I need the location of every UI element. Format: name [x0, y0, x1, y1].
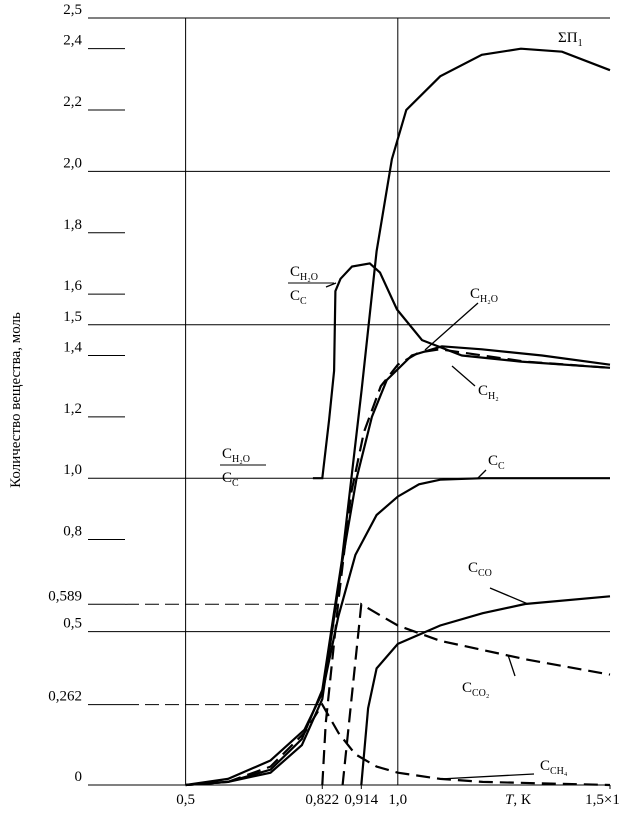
y-tick-label: 0,262 — [48, 689, 82, 705]
leader-line — [507, 654, 516, 677]
series-line — [185, 477, 610, 787]
series-line — [185, 702, 611, 787]
series-line — [321, 348, 611, 786]
series-line — [341, 602, 611, 786]
series-label-sub: C — [498, 461, 505, 472]
series-label-main: C — [462, 680, 472, 696]
series-line — [312, 262, 611, 480]
series-label-sub: H₂O — [480, 294, 498, 305]
x-tick-label: 1,5×100 — [585, 792, 619, 808]
series-label-text: CCH₄ — [540, 758, 568, 777]
y-tick-label: 1,4 — [63, 339, 82, 355]
series-line — [185, 345, 611, 787]
series-label: CC — [488, 453, 505, 472]
series-label-text: CCO₂ — [462, 680, 489, 699]
y-tick-label: 2,2 — [63, 94, 82, 110]
series-label-sub: CO₂ — [472, 688, 489, 699]
series-label-text: CH₂O — [470, 286, 498, 305]
y-tick-label: 2,0 — [63, 155, 82, 171]
y-tick-label: 2,5 — [63, 2, 82, 18]
y-tick-label: 0,8 — [63, 524, 82, 540]
series-label-text: CCO — [468, 560, 492, 579]
x-axis-label: T, К — [505, 792, 532, 808]
series-label-main: C — [290, 264, 300, 280]
series-label-text: CH₂O — [290, 264, 318, 283]
series-label-text: CH₂ — [478, 383, 499, 402]
y-tick-label: 1,5 — [63, 309, 82, 325]
series-label: CCO — [468, 560, 492, 579]
x-tick-label: 0,822 — [305, 792, 339, 808]
leader-line — [489, 587, 529, 605]
x-axis-label-unit: , К — [513, 792, 532, 808]
leader-line — [325, 282, 337, 288]
series-label-sub: H₂ — [488, 391, 499, 402]
annotation-main: C — [222, 470, 232, 486]
series-label-sub: 1 — [578, 38, 583, 49]
y-tick-label: 2,4 — [63, 33, 82, 49]
series-label-sub: H₂O — [300, 272, 318, 283]
series-label-main: C — [540, 758, 550, 774]
series-label-text: ΣΠ1 — [558, 30, 583, 49]
series-label-main: C — [470, 286, 480, 302]
y-tick-label: 1,0 — [63, 462, 82, 478]
series-label-sub: C — [300, 296, 307, 307]
series-label: CCO₂ — [462, 680, 489, 699]
y-axis-label: Количество вещества, моль — [8, 312, 24, 488]
leader-line — [451, 365, 476, 387]
x-tick-label: 0,5 — [176, 792, 195, 808]
series-label-main: C — [488, 453, 498, 469]
annotation-sub: C — [232, 478, 239, 489]
leader-line — [424, 302, 479, 351]
y-tick-label: 1,6 — [63, 278, 82, 294]
annotation-text: CC — [222, 470, 239, 489]
leader-line — [477, 469, 487, 479]
annotation-sub: H₂O — [232, 454, 250, 465]
x-tick-label: 1,0 — [388, 792, 407, 808]
y-tick-label: 1,2 — [63, 401, 82, 417]
series-label-sub: CH₄ — [550, 766, 568, 777]
series-label-main: ΣΠ — [558, 30, 578, 46]
y-tick-label: 1,8 — [63, 217, 82, 233]
y-tick-label: 0,589 — [48, 588, 82, 604]
x-tick-label: 0,914 — [344, 792, 378, 808]
series-label: ΣΠ1 — [558, 30, 583, 49]
series-line — [360, 595, 611, 786]
leader-line — [439, 773, 535, 780]
series-line — [185, 47, 611, 787]
series-label: CCH₄ — [540, 758, 568, 777]
y-tick-label: 0,5 — [63, 616, 82, 632]
series-label-main: C — [290, 288, 300, 304]
series-label-text: CC — [290, 288, 307, 307]
series-label: CH₂ — [478, 383, 499, 402]
series-label-main: C — [478, 383, 488, 399]
annotation-text: CH₂O — [222, 446, 250, 465]
series-label-sub: CO — [478, 568, 492, 579]
series-label: CH₂O — [470, 286, 498, 305]
x-axis-label-symbol: T — [505, 792, 515, 808]
series-label-text: CC — [488, 453, 505, 472]
annotation-main: C — [222, 446, 232, 462]
y-tick-label: 0 — [75, 769, 83, 785]
series-label-main: C — [468, 560, 478, 576]
